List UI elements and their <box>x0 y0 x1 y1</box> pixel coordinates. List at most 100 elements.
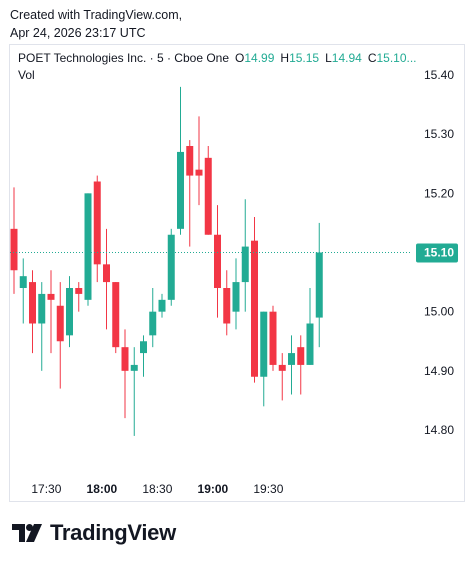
candle[interactable] <box>186 140 194 247</box>
candle[interactable] <box>38 282 46 371</box>
candle-body <box>204 157 212 235</box>
candle-body <box>278 364 286 371</box>
candle[interactable] <box>306 288 314 365</box>
price-tick-label: 15.00 <box>424 305 454 319</box>
open-label: O <box>235 51 245 65</box>
candle-body <box>38 293 46 324</box>
candle[interactable] <box>121 329 129 419</box>
candle[interactable] <box>140 335 147 377</box>
candle[interactable] <box>278 353 286 401</box>
time-tick-label: 18:00 <box>87 482 118 496</box>
time-tick-label: 19:00 <box>198 482 229 496</box>
time-tick-label: 18:30 <box>142 482 172 496</box>
low-label: L <box>325 51 332 65</box>
time-tick-label: 17:30 <box>31 482 61 496</box>
chart-frame <box>9 44 465 502</box>
candle-body <box>214 234 221 289</box>
candle[interactable] <box>158 293 166 318</box>
candle[interactable] <box>315 222 323 348</box>
candle[interactable] <box>288 335 295 395</box>
candle-body <box>269 311 277 365</box>
candle-body <box>251 240 258 377</box>
candle[interactable] <box>195 116 203 206</box>
last-price-badge-bg <box>416 243 458 263</box>
candle-body <box>84 193 92 300</box>
volume-legend-label[interactable]: Vol <box>18 68 35 82</box>
candle-body <box>260 311 268 377</box>
chart-caption: Created with TradingView.com, Apr 24, 20… <box>10 6 182 42</box>
candle-body <box>195 169 203 176</box>
time-tick-label: 19:30 <box>253 482 283 496</box>
tradingview-logo[interactable]: TradingView <box>12 520 176 546</box>
candle-body <box>186 146 194 176</box>
candles-layer <box>10 86 323 436</box>
candle[interactable] <box>177 86 184 235</box>
candle[interactable] <box>112 282 120 354</box>
tradingview-logo-icon <box>12 524 42 542</box>
candle-body <box>66 288 73 336</box>
candle-body <box>47 293 55 300</box>
candle[interactable] <box>269 305 277 371</box>
time-axis[interactable]: 17:30 18:00 18:30 19:00 19:30 <box>31 482 283 496</box>
candle-body <box>75 288 83 294</box>
candle[interactable] <box>251 217 258 383</box>
candle-body <box>223 288 231 324</box>
candle-body <box>241 246 249 283</box>
candle-body <box>93 181 101 265</box>
candle-body <box>56 305 64 342</box>
candle[interactable] <box>260 311 268 407</box>
candle[interactable] <box>223 270 231 336</box>
open-value: 14.99 <box>244 51 275 65</box>
close-value: 15.10... <box>376 51 417 65</box>
caption-line-1: Created with TradingView.com, <box>10 8 183 22</box>
close-label: C <box>367 51 377 65</box>
price-tick-label: 14.80 <box>424 423 454 437</box>
candle-body <box>140 341 147 354</box>
candle[interactable] <box>204 146 212 235</box>
candle-body <box>167 234 175 300</box>
high-label: H <box>280 51 290 65</box>
candle-body <box>177 151 184 229</box>
candle-body <box>112 282 120 348</box>
candle[interactable] <box>75 282 83 312</box>
candle[interactable] <box>297 335 305 395</box>
candle-body <box>297 347 305 365</box>
symbol-name[interactable]: POET Technologies Inc. · 5 · Cboe One <box>18 51 230 65</box>
candle-body <box>158 299 166 312</box>
candle-body <box>306 323 314 365</box>
candle[interactable] <box>93 175 101 283</box>
candle-body <box>121 347 129 371</box>
high-value: 15.15 <box>289 51 320 65</box>
price-tick-label: 15.30 <box>424 127 454 141</box>
candle[interactable] <box>29 270 36 354</box>
candle[interactable] <box>232 258 240 330</box>
candle[interactable] <box>103 228 110 330</box>
last-price-badge: 15.10 <box>416 243 458 263</box>
candle[interactable] <box>47 270 55 354</box>
candle[interactable] <box>149 288 157 348</box>
low-value: 14.94 <box>331 51 362 65</box>
candle-body <box>149 311 157 336</box>
candle[interactable] <box>241 199 249 312</box>
candle[interactable] <box>56 282 64 389</box>
last-price-badge-label: 15.10 <box>424 246 454 260</box>
candle[interactable] <box>167 228 175 306</box>
candle-body <box>130 364 138 371</box>
candle-body <box>315 252 323 318</box>
tradingview-logo-text: TradingView <box>50 520 176 545</box>
candle-body <box>288 353 295 365</box>
candle[interactable] <box>214 205 221 318</box>
price-tick-label: 15.20 <box>424 186 454 200</box>
candle-body <box>10 228 18 271</box>
caption-line-2: Apr 24, 2026 23:17 UTC <box>10 26 146 40</box>
candle[interactable] <box>10 187 18 294</box>
candle-body <box>232 282 240 312</box>
candle[interactable] <box>19 258 27 324</box>
candle[interactable] <box>130 347 138 436</box>
candle[interactable] <box>84 193 92 306</box>
price-tick-label: 15.40 <box>424 68 454 82</box>
candle[interactable] <box>66 276 73 348</box>
candle-body <box>19 276 27 289</box>
